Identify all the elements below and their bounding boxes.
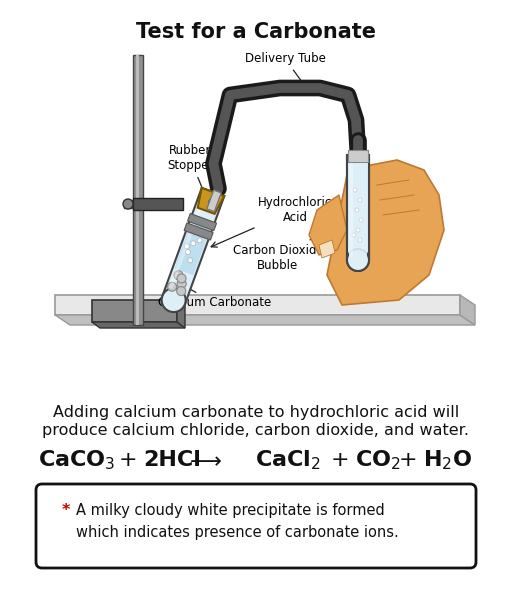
Text: $+$: $+$ — [330, 450, 348, 470]
Polygon shape — [319, 240, 335, 258]
Polygon shape — [169, 194, 207, 289]
Text: Rubber
Stopper: Rubber Stopper — [167, 144, 213, 197]
Circle shape — [168, 282, 176, 291]
Text: Delivery Tube: Delivery Tube — [245, 52, 325, 89]
Circle shape — [191, 241, 196, 246]
Polygon shape — [92, 322, 185, 328]
Polygon shape — [207, 190, 221, 212]
Circle shape — [355, 208, 359, 212]
Text: CO$_2$: CO$_2$ — [355, 448, 401, 472]
Polygon shape — [177, 300, 185, 328]
Text: *: * — [62, 503, 70, 517]
Text: produce calcium chloride, carbon dioxide, and water.: produce calcium chloride, carbon dioxide… — [43, 423, 469, 438]
Circle shape — [188, 258, 193, 263]
Circle shape — [352, 233, 356, 237]
Circle shape — [353, 188, 357, 192]
Text: CaCl$_2$: CaCl$_2$ — [255, 448, 321, 472]
Bar — [136, 55, 139, 325]
Circle shape — [186, 250, 190, 254]
Text: CaCO$_3$: CaCO$_3$ — [38, 448, 115, 472]
Polygon shape — [92, 300, 177, 322]
Circle shape — [201, 230, 206, 236]
Circle shape — [347, 249, 369, 271]
Text: Calcium Carbonate: Calcium Carbonate — [159, 278, 271, 310]
Polygon shape — [198, 188, 224, 214]
Circle shape — [190, 230, 195, 235]
Polygon shape — [184, 223, 213, 240]
Text: A milky cloudy white precipitate is formed: A milky cloudy white precipitate is form… — [76, 503, 385, 517]
Polygon shape — [55, 295, 460, 315]
Bar — [133, 198, 183, 210]
Circle shape — [359, 218, 363, 222]
Polygon shape — [327, 160, 444, 305]
Polygon shape — [460, 295, 475, 325]
Circle shape — [358, 198, 362, 202]
Circle shape — [359, 218, 363, 222]
Text: which indicates presence of carbonate ions.: which indicates presence of carbonate io… — [76, 524, 399, 539]
Polygon shape — [55, 315, 475, 325]
Bar — [349, 185, 367, 260]
Polygon shape — [309, 195, 347, 255]
Circle shape — [184, 244, 189, 249]
Text: 2HCl: 2HCl — [143, 450, 201, 470]
Bar — [347, 155, 369, 260]
Circle shape — [358, 198, 362, 202]
Text: Limewater: Limewater — [349, 239, 411, 292]
Text: H$_2$O: H$_2$O — [423, 448, 472, 472]
Polygon shape — [174, 221, 210, 275]
Bar — [347, 155, 369, 260]
FancyBboxPatch shape — [36, 484, 476, 568]
Circle shape — [208, 199, 216, 206]
Polygon shape — [124, 200, 132, 208]
Circle shape — [352, 233, 356, 237]
Text: $\longrightarrow$: $\longrightarrow$ — [185, 450, 222, 470]
Polygon shape — [163, 188, 224, 304]
Circle shape — [162, 288, 186, 312]
Text: $+$: $+$ — [398, 450, 416, 470]
Polygon shape — [188, 214, 216, 230]
Bar — [349, 185, 367, 260]
Circle shape — [355, 208, 359, 212]
Circle shape — [356, 228, 360, 232]
Circle shape — [356, 228, 360, 232]
Circle shape — [353, 188, 357, 192]
Circle shape — [197, 238, 202, 243]
Circle shape — [176, 287, 186, 296]
Bar — [349, 157, 353, 257]
Bar — [133, 55, 143, 325]
Bar — [348, 150, 368, 162]
Circle shape — [347, 249, 369, 271]
Text: Hydrochloric
Acid: Hydrochloric Acid — [211, 196, 332, 247]
Circle shape — [358, 238, 362, 242]
Circle shape — [174, 271, 183, 280]
Circle shape — [177, 280, 186, 289]
Circle shape — [358, 238, 362, 242]
Bar — [349, 157, 353, 257]
Circle shape — [177, 274, 186, 283]
Circle shape — [123, 199, 133, 209]
Text: Test for a Carbonate: Test for a Carbonate — [136, 22, 376, 42]
Text: $+$: $+$ — [118, 450, 136, 470]
Text: Carbon Dioxide
Bubble: Carbon Dioxide Bubble — [232, 222, 341, 272]
Bar — [348, 150, 368, 162]
Text: Adding calcium carbonate to hydrochloric acid will: Adding calcium carbonate to hydrochloric… — [53, 405, 459, 420]
